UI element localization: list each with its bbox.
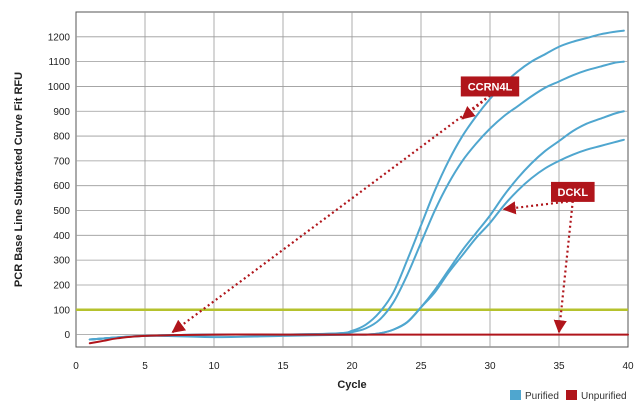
legend-label-purified: Purified: [525, 391, 559, 402]
y-axis-title: PCR Base Line Subtracted Curve Fit RFU: [13, 72, 25, 287]
annotation-layer: CCRN4L DCKL: [171, 76, 595, 334]
annotation-box-ccrn4l: [460, 76, 520, 97]
y-tick-label: 1100: [48, 57, 70, 68]
annotation-arrow-dckl-2: [553, 200, 574, 334]
y-tick-label: 100: [53, 305, 70, 316]
x-tick-label: 20: [346, 361, 358, 372]
y-tick-label: 300: [53, 256, 70, 267]
legend-swatch-purified: [510, 390, 521, 400]
annotation-box-dckl: [551, 181, 595, 202]
x-axis-title: Cycle: [337, 379, 366, 391]
x-tick-label: 30: [484, 361, 496, 372]
series-line-unpurified-1: [88, 333, 629, 345]
annotation-arrow-ccrn4l-2: [461, 94, 491, 120]
series-line-purified-2: [88, 60, 625, 341]
y-tick-label: 800: [53, 132, 70, 143]
legend-layer: Purified Unpurified: [510, 390, 627, 402]
annotation-label-ccrn4l: CCRN4L: [468, 81, 513, 93]
grid-layer: [75, 11, 629, 348]
annotation-arrow-dckl-1: [502, 199, 573, 215]
y-tick-label: 900: [53, 107, 70, 118]
y-tick-label: 400: [53, 231, 70, 242]
y-tick-label: 1000: [48, 82, 71, 93]
x-tick-label: 15: [277, 361, 289, 372]
x-tick-label: 10: [208, 361, 220, 372]
y-tick-label: 500: [53, 206, 70, 217]
series-layer: [88, 29, 629, 345]
y-tick-label: 200: [53, 280, 70, 291]
y-tick-label: 1200: [48, 32, 71, 43]
annotation-label-dckl: DCKL: [558, 187, 589, 199]
y-tick-label: 700: [53, 156, 70, 167]
annotation-arrow-ccrn4l-1: [171, 94, 491, 333]
legend-swatch-unpurified: [566, 390, 577, 400]
y-tick-label: 600: [53, 181, 70, 192]
x-tick-label: 5: [142, 361, 148, 372]
axis-layer: 0 5 10 15 20 25 30 35 40010020030040050060070080…: [48, 32, 634, 372]
x-tick-label: 40: [622, 361, 634, 372]
x-tick-label: 35: [553, 361, 565, 372]
legend-label-unpurified: Unpurified: [581, 391, 627, 402]
y-tick-label: 0: [64, 330, 70, 341]
x-tick-label: 0: [73, 361, 79, 372]
x-tick-label: 25: [415, 361, 427, 372]
